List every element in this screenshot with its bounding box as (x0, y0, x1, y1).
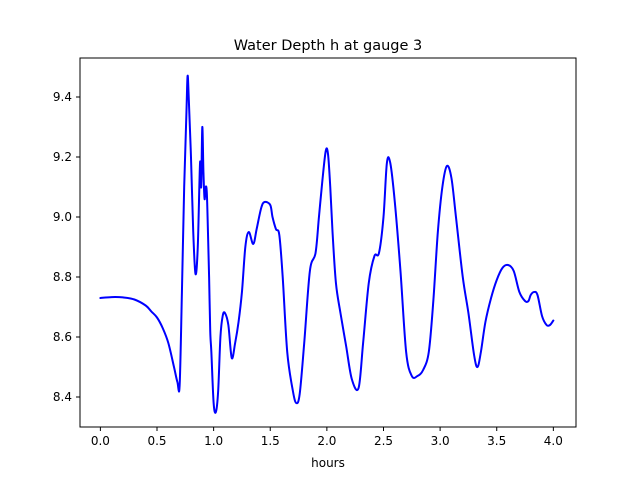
axes-frame (79, 57, 577, 428)
y-tick-label: 8.8 (53, 270, 72, 284)
y-tick-label: 9.0 (53, 210, 72, 224)
y-tick-label: 8.4 (53, 390, 72, 404)
x-tick-label: 4.0 (544, 434, 563, 448)
x-tick-label: 0.5 (147, 434, 166, 448)
y-axis: 8.4 8.6 8.8 9.0 9.2 9.4 (53, 90, 80, 404)
x-tick-label: 2.5 (374, 434, 393, 448)
series-line (99, 74, 555, 414)
x-axis-label: hours (311, 456, 345, 470)
x-tick-label: 1.0 (204, 434, 223, 448)
y-tick-label: 9.4 (53, 90, 72, 104)
x-tick-label: 3.5 (487, 434, 506, 448)
x-tick-label: 1.5 (261, 434, 280, 448)
chart-title: Water Depth h at gauge 3 (234, 38, 422, 54)
y-tick-label: 9.2 (53, 150, 72, 164)
y-tick-label: 8.6 (53, 330, 72, 344)
plot-area (99, 74, 555, 414)
x-tick-label: 3.0 (431, 434, 450, 448)
x-tick-label: 0.0 (91, 434, 110, 448)
x-tick-label: 2.0 (317, 434, 336, 448)
x-axis: 0.0 0.5 1.0 1.5 2.0 2.5 3.0 3.5 4.0 (91, 427, 563, 448)
